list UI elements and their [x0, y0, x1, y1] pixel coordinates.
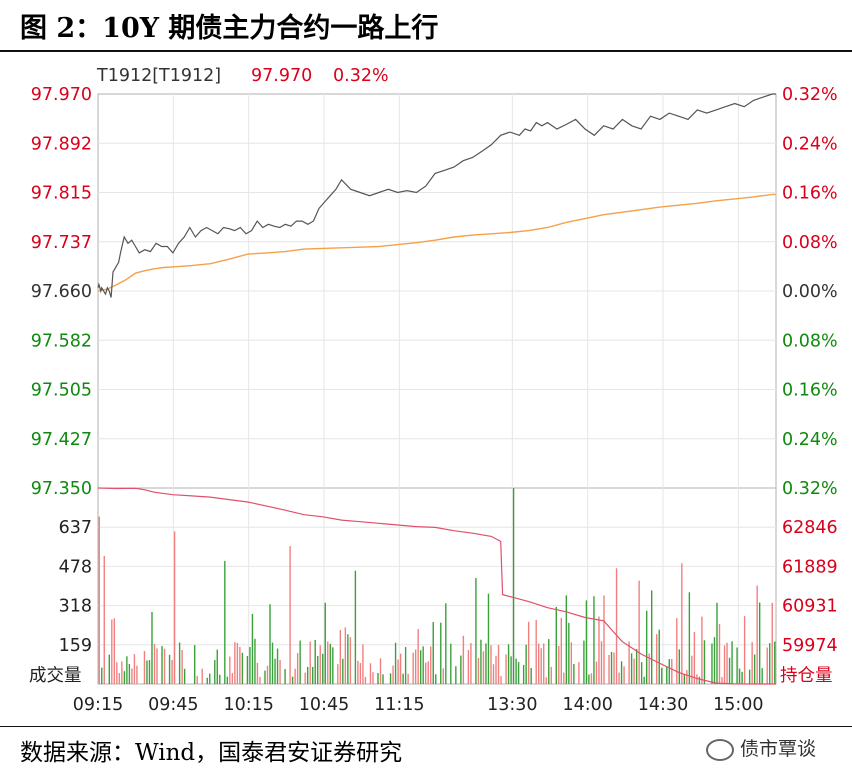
pct-tick-label: 0.08%	[782, 233, 838, 253]
watermark: 债市覃谈	[706, 734, 816, 761]
time-tick-label: 13:30	[487, 695, 537, 715]
header-last-price: 97.970	[251, 66, 312, 86]
pct-tick-label: 0.08%	[782, 331, 838, 351]
pct-tick-label: 0.24%	[782, 430, 838, 450]
pct-tick-label: 0.00%	[782, 282, 838, 302]
open-interest-line	[97, 487, 776, 685]
header-change: 0.32%	[333, 66, 389, 86]
time-tick-label: 10:45	[299, 695, 349, 715]
open-interest-tick-label: 60931	[782, 597, 838, 617]
price-tick-label: 97.427	[31, 430, 92, 450]
volume-axis-label: 成交量	[29, 666, 82, 686]
open-interest-axis-label: 持仓量	[780, 666, 833, 686]
time-tick-label: 09:45	[148, 695, 198, 715]
time-tick-label: 10:15	[223, 695, 273, 715]
header-symbol: T1912[T1912]	[96, 66, 221, 86]
time-tick-label: 15:00	[713, 695, 763, 715]
open-interest-tick-label: 62846	[782, 518, 838, 538]
figure-source: 数据来源：Wind，国泰君安证券研究	[20, 740, 403, 766]
pct-tick-label: 0.24%	[782, 134, 838, 154]
price-tick-label: 97.892	[31, 134, 92, 154]
axis-labels: 97.970 0.32% 97.892 0.24% 97.815 0.16% 97.737 0…	[31, 85, 838, 715]
series-lines	[97, 93, 776, 685]
figure-title: 图 2：10Y 期债主力合约一路上行	[20, 13, 439, 44]
open-interest-tick-label: 59974	[782, 636, 838, 656]
price-tick-label: 97.660	[31, 282, 92, 302]
title-rule	[0, 50, 852, 52]
price-tick-label: 97.815	[31, 184, 92, 204]
price-tick-label: 97.350	[31, 479, 92, 499]
pct-tick-label: 0.32%	[782, 85, 838, 105]
watermark-text: 债市覃谈	[740, 738, 817, 760]
bottom-rule	[0, 726, 852, 727]
time-tick-label: 14:00	[562, 695, 612, 715]
wechat-icon	[706, 738, 734, 761]
grid-lines	[98, 94, 776, 684]
volume-tick-label: 159	[59, 636, 92, 656]
volume-bars	[98, 488, 776, 684]
pct-tick-label: 0.32%	[782, 479, 838, 499]
volume-tick-label: 318	[59, 597, 92, 617]
price-tick-label: 97.737	[31, 233, 92, 253]
volume-tick-label: 637	[59, 518, 92, 538]
open-interest-tick-label: 61889	[782, 557, 838, 577]
intraday-chart: 97.970 0.32% 97.892 0.24% 97.815 0.16% 97.737 0…	[29, 66, 838, 715]
time-tick-label: 09:15	[73, 695, 123, 715]
price-tick-label: 97.970	[31, 85, 92, 105]
time-tick-label: 14:30	[638, 695, 688, 715]
volume-tick-label: 478	[59, 557, 92, 577]
pct-tick-label: 0.16%	[782, 184, 838, 204]
price-line	[97, 93, 776, 298]
price-tick-label: 97.505	[31, 381, 92, 401]
price-tick-label: 97.582	[31, 331, 92, 351]
average-price-line	[97, 193, 776, 292]
time-tick-label: 11:15	[374, 695, 424, 715]
pct-tick-label: 0.16%	[782, 381, 838, 401]
